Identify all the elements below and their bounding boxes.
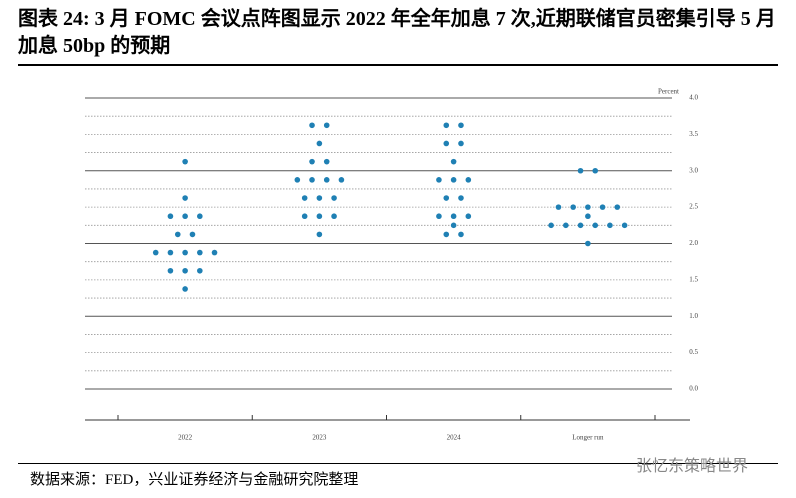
dot <box>174 231 181 238</box>
dot <box>592 222 599 229</box>
dot <box>555 204 562 210</box>
dot <box>450 222 457 229</box>
dot <box>607 222 613 229</box>
dot <box>182 195 188 201</box>
title-rule <box>18 64 778 66</box>
dot <box>450 158 457 165</box>
dot <box>316 195 323 201</box>
y-tick-label: 2.0 <box>689 239 698 247</box>
dot <box>443 195 450 201</box>
dot <box>167 213 174 220</box>
dot <box>323 158 330 165</box>
dot <box>436 213 442 220</box>
source: 数据来源：FED，兴业证券经济与金融研究院整理 <box>30 472 359 488</box>
dot <box>614 204 621 210</box>
y-tick-label: 1.0 <box>689 312 698 320</box>
x-tick-label: 2024 <box>447 434 462 442</box>
y-tick-label: 0.5 <box>689 348 698 356</box>
y-tick-label: 1.5 <box>689 275 698 283</box>
dot <box>599 204 606 210</box>
dot <box>197 249 203 256</box>
dot <box>211 249 218 256</box>
dot <box>152 249 159 256</box>
y-tick-label: 0.0 <box>689 385 698 393</box>
dot <box>309 158 315 165</box>
dot <box>197 267 203 274</box>
dot <box>301 213 308 220</box>
dot <box>197 213 203 220</box>
dot <box>182 286 188 292</box>
dot <box>592 167 599 174</box>
dot <box>443 231 450 238</box>
y-tick-label: 3.0 <box>689 166 698 174</box>
dot <box>548 222 554 229</box>
dot <box>563 222 569 229</box>
dot <box>167 267 174 274</box>
dot <box>323 122 330 129</box>
dot <box>331 213 337 220</box>
dot <box>443 140 450 147</box>
dot <box>182 267 188 274</box>
x-tick-label: 2023 <box>312 434 327 442</box>
dot <box>182 158 188 165</box>
dot <box>301 195 308 201</box>
dot <box>182 249 188 256</box>
dot <box>585 204 591 210</box>
dot <box>443 122 450 129</box>
dot <box>167 249 174 256</box>
y-tick-label: 4.0 <box>689 94 698 102</box>
dot <box>450 177 457 183</box>
y-axis-label: Percent <box>658 88 679 96</box>
dot <box>465 213 472 220</box>
x-tick-label: 2022 <box>178 434 193 442</box>
dot <box>294 177 301 183</box>
dot <box>465 177 472 183</box>
dot <box>570 204 576 210</box>
dot <box>316 231 323 238</box>
dot <box>577 167 584 174</box>
dot <box>189 231 196 238</box>
chart-title: 图表 24: 3 月 FOMC 会议点阵图显示 2022 年全年加息 7 次,近… <box>18 8 776 57</box>
dot <box>458 195 464 201</box>
y-tick-label: 3.5 <box>689 130 698 138</box>
dot <box>458 140 464 147</box>
dot <box>323 177 330 183</box>
dot <box>309 122 315 129</box>
dot <box>458 231 464 238</box>
dot <box>621 222 628 229</box>
dot <box>585 213 591 220</box>
dot <box>316 140 323 147</box>
dot <box>309 177 315 183</box>
dot <box>338 177 345 183</box>
dot <box>458 122 464 129</box>
dot <box>331 195 337 201</box>
watermark: 张忆东策略世界 <box>636 456 749 475</box>
dot <box>436 177 442 183</box>
dot <box>182 213 188 220</box>
dot <box>585 240 591 247</box>
footer-rule <box>18 463 778 464</box>
x-tick-label: Longer run <box>572 434 604 442</box>
y-tick-label: 2.5 <box>689 203 698 211</box>
dot <box>316 213 323 220</box>
dot <box>450 213 457 220</box>
dot <box>577 222 584 229</box>
